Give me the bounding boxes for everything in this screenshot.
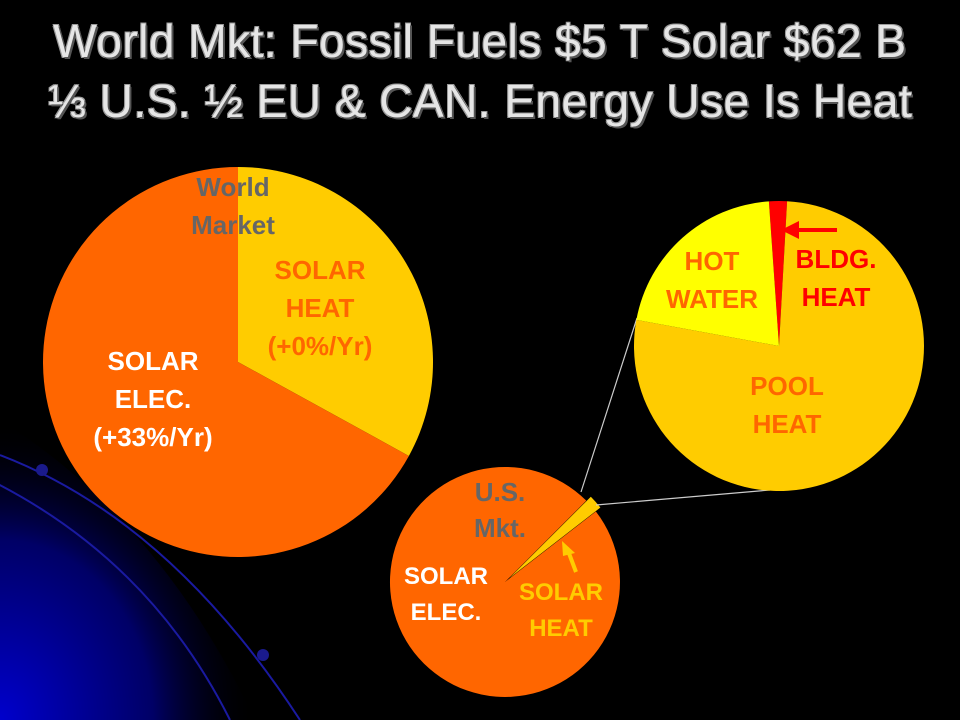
connector-line	[595, 489, 771, 506]
world-label-solar-elec-line: (+33%/Yr)	[93, 422, 212, 452]
connector-line	[580, 317, 638, 493]
detail-label-hot-water-line: WATER	[666, 284, 758, 314]
detail-label-bldg-heat-line: HEAT	[802, 282, 871, 312]
us-label-solar-elec: SOLAR ELEC.	[404, 563, 488, 626]
detail-label-bldg-heat: BLDG. HEAT	[796, 244, 877, 312]
us-label-solar-heat-line: SOLAR	[519, 579, 603, 606]
detail-label-pool-heat-line: POOL	[750, 371, 824, 401]
us-slice-solar-heat	[509, 496, 601, 579]
decor-swoosh	[0, 420, 255, 720]
us-label-solar-heat-line: HEAT	[529, 615, 593, 642]
world-label-solar-elec-line: SOLAR	[108, 346, 199, 376]
detail-slice-pool-heat	[633, 201, 924, 492]
world-slice-solar-elec	[42, 167, 409, 557]
world-label-solar-elec-line: ELEC.	[115, 384, 192, 414]
us-pie-title-line: U.S.	[475, 477, 526, 507]
world-label-solar-heat-line: SOLAR	[275, 255, 366, 285]
world-pie-title: World Market	[191, 172, 275, 240]
detail-label-hot-water: HOT WATER	[666, 246, 758, 314]
decor-dot	[257, 649, 269, 661]
decor-arc	[0, 484, 231, 720]
slide-title-line-1: World Mkt: Fossil Fuels $5 T Solar $62 B	[53, 15, 907, 67]
us-slice-solar-elec	[389, 466, 620, 697]
us-label-solar-elec-line: SOLAR	[404, 563, 488, 590]
world-label-solar-heat-line: (+0%/Yr)	[268, 331, 373, 361]
world-slice-solar-heat	[238, 167, 433, 456]
us-label-solar-elec-line: ELEC.	[411, 599, 482, 626]
detail-slice-bldg-heat	[768, 201, 788, 346]
us-arrow-head	[562, 541, 575, 556]
detail-slice-hot-water	[636, 201, 779, 346]
detail-label-pool-heat: POOL HEAT	[750, 371, 824, 439]
detail-label-pool-heat-line: HEAT	[753, 409, 822, 439]
world-label-solar-heat: SOLAR HEAT (+0%/Yr)	[268, 255, 373, 361]
detail-label-bldg-heat-line: BLDG.	[796, 244, 877, 274]
slide-title-line-2: ⅓ U.S. ½ EU & CAN. Energy Use Is Heat	[47, 75, 913, 127]
detail-label-hot-water-line: HOT	[685, 246, 740, 276]
us-pie-title-line: Mkt.	[474, 513, 526, 543]
world-pie-title-line: World	[196, 172, 269, 202]
world-pie-title-line: Market	[191, 210, 275, 240]
us-label-solar-heat: SOLAR HEAT	[519, 579, 603, 642]
world-label-solar-elec: SOLAR ELEC. (+33%/Yr)	[93, 346, 212, 452]
bldg-arrow-head	[781, 221, 799, 239]
decor-dot	[36, 464, 48, 476]
world-label-solar-heat-line: HEAT	[286, 293, 355, 323]
us-pie-title: U.S. Mkt.	[474, 477, 526, 543]
